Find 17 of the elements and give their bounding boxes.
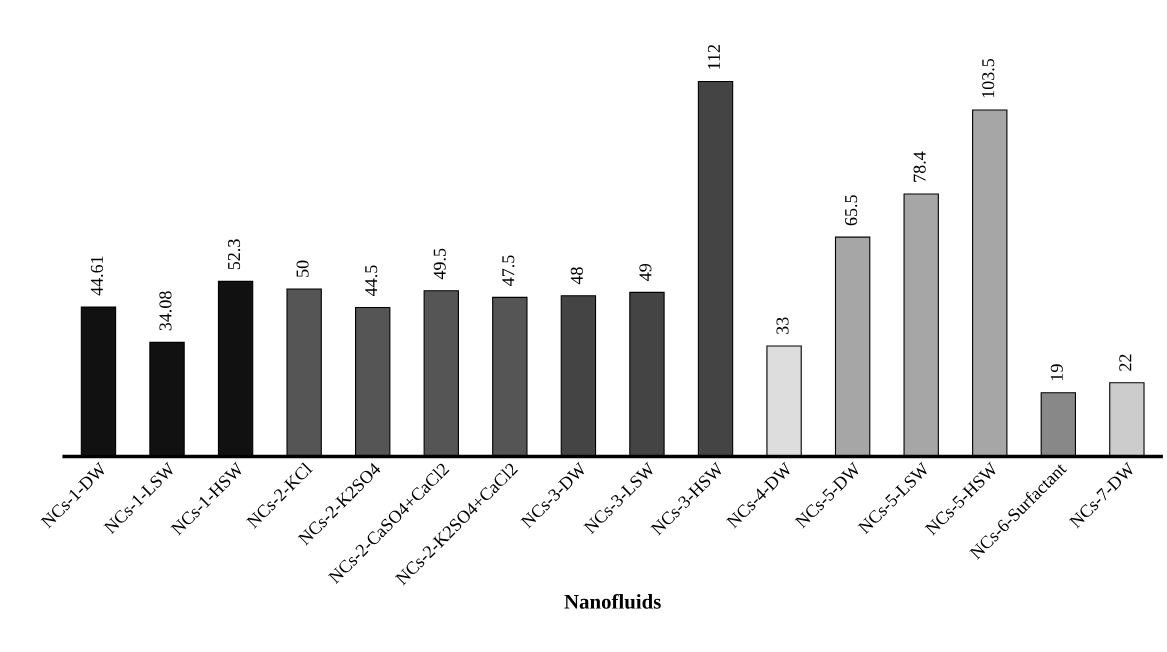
data-label: 50	[296, 260, 309, 277]
data-label: 44.5	[365, 265, 378, 296]
data-label: 49	[639, 263, 652, 281]
data-label: 52.3	[227, 239, 241, 270]
data-label: 48	[570, 267, 583, 285]
data-label: 47.5	[502, 255, 515, 286]
data-label: 103.5	[982, 58, 995, 98]
data-label: 44.61	[90, 256, 104, 296]
data-label: 19	[1050, 364, 1063, 381]
data-label: 34.08	[159, 291, 172, 331]
data-label: 78.4	[913, 151, 926, 182]
x-axis-title: Nanofluids	[564, 593, 661, 609]
data-label: 22	[1119, 354, 1132, 371]
data-label: 49.5	[433, 248, 446, 280]
data-label: 65.5	[845, 195, 858, 226]
data-label: 112	[707, 44, 720, 69]
data-label: 33	[776, 317, 789, 334]
